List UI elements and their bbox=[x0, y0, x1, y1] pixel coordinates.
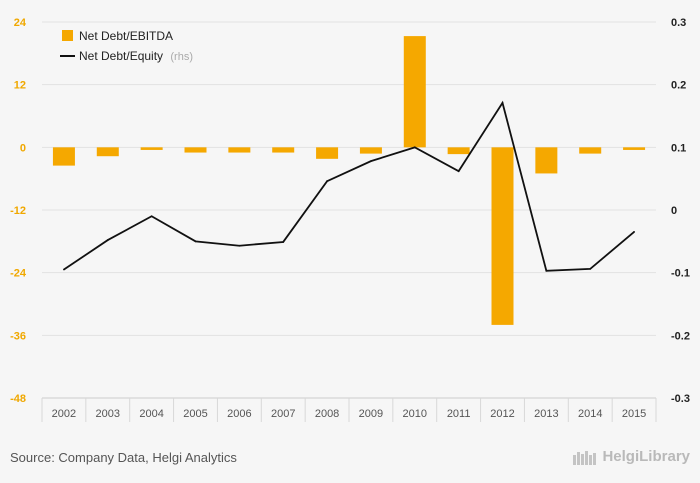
x-tick-label: 2010 bbox=[403, 408, 427, 420]
left-tick-label: 12 bbox=[14, 80, 26, 92]
x-tick-label: 2007 bbox=[271, 408, 295, 420]
line-point bbox=[633, 231, 635, 233]
right-tick-label: -0.3 bbox=[671, 393, 690, 405]
left-tick-label: -12 bbox=[10, 205, 26, 217]
left-tick-label: -48 bbox=[10, 393, 26, 405]
left-tick-label: -24 bbox=[10, 268, 27, 280]
x-tick-label: 2003 bbox=[96, 408, 120, 420]
x-tick-label: 2012 bbox=[490, 408, 514, 420]
x-tick-label: 2006 bbox=[227, 408, 251, 420]
left-axis: 24 12 0 -12 -24 -36 -48 bbox=[10, 17, 27, 405]
line-point bbox=[370, 160, 372, 163]
bar bbox=[140, 147, 163, 150]
chart: 2002 2003 2004 2005 2006 2007 2008 2009 2010 2011… bbox=[10, 17, 690, 422]
bar bbox=[491, 147, 514, 325]
line-point bbox=[238, 244, 241, 247]
x-tick-label: 2004 bbox=[139, 408, 163, 420]
bar bbox=[52, 147, 75, 166]
x-axis: 2002 2003 2004 2005 2006 2007 2008 2009 2010 2011… bbox=[41, 397, 657, 422]
bar bbox=[96, 147, 119, 157]
bar bbox=[316, 147, 339, 159]
library-books-icon bbox=[573, 450, 597, 465]
legend: Net Debt/EBITDA Net Debt/Equity (rhs) bbox=[60, 29, 193, 63]
line-point bbox=[545, 269, 548, 272]
x-tick-label: 2013 bbox=[534, 408, 558, 420]
line-point bbox=[63, 268, 65, 271]
brand-name: HelgiLibrary bbox=[602, 448, 690, 465]
source-note: Source: Company Data, Helgi Analytics bbox=[10, 450, 237, 465]
line-series bbox=[63, 100, 635, 272]
legend-line-label: Net Debt/Equity (rhs) bbox=[79, 49, 193, 63]
x-tick-label: 2011 bbox=[447, 408, 471, 420]
x-tick-label: 2008 bbox=[315, 408, 339, 420]
line-point bbox=[150, 215, 153, 218]
right-axis: 0.3 0.2 0.1 0 -0.1 -0.2 -0.3 bbox=[671, 17, 690, 405]
bar bbox=[184, 147, 207, 153]
right-tick-label: 0.2 bbox=[671, 80, 686, 92]
bar bbox=[359, 147, 382, 154]
bar bbox=[623, 147, 646, 150]
legend-line-name: Net Debt/Equity bbox=[79, 49, 163, 63]
legend-rhs-note: (rhs) bbox=[170, 51, 193, 63]
x-tick-label: 2009 bbox=[359, 408, 383, 420]
right-tick-label: -0.2 bbox=[671, 330, 690, 342]
line-point bbox=[589, 268, 592, 270]
line-path bbox=[63, 100, 635, 272]
right-tick-label: 0 bbox=[671, 205, 677, 217]
bar bbox=[535, 147, 558, 174]
line-point bbox=[326, 180, 328, 183]
right-tick-label: 0.1 bbox=[671, 142, 686, 154]
x-tick-label: 2015 bbox=[622, 408, 646, 420]
line-point bbox=[413, 146, 416, 149]
x-tick-label: 2005 bbox=[183, 408, 207, 420]
x-tick-label: 2002 bbox=[52, 408, 76, 420]
gridlines bbox=[42, 21, 656, 399]
legend-bar-swatch bbox=[62, 30, 73, 41]
bars bbox=[52, 36, 646, 325]
line-point bbox=[282, 241, 285, 243]
right-tick-label: -0.1 bbox=[671, 268, 690, 280]
right-tick-label: 0.3 bbox=[671, 17, 686, 29]
bar bbox=[272, 147, 295, 153]
bar bbox=[579, 147, 602, 154]
line-point bbox=[106, 239, 109, 241]
bar bbox=[228, 147, 251, 153]
line-point bbox=[194, 240, 197, 243]
left-tick-label: 24 bbox=[14, 17, 27, 29]
line-point bbox=[501, 101, 504, 104]
left-tick-label: 0 bbox=[20, 142, 26, 154]
legend-bar-label: Net Debt/EBITDA bbox=[79, 29, 173, 43]
bar bbox=[403, 36, 426, 148]
bar bbox=[447, 147, 470, 155]
x-tick-label: 2014 bbox=[578, 408, 602, 420]
brand-logo[interactable]: HelgiLibrary bbox=[572, 448, 690, 465]
left-tick-label: -36 bbox=[10, 330, 26, 342]
line-point bbox=[457, 170, 460, 173]
